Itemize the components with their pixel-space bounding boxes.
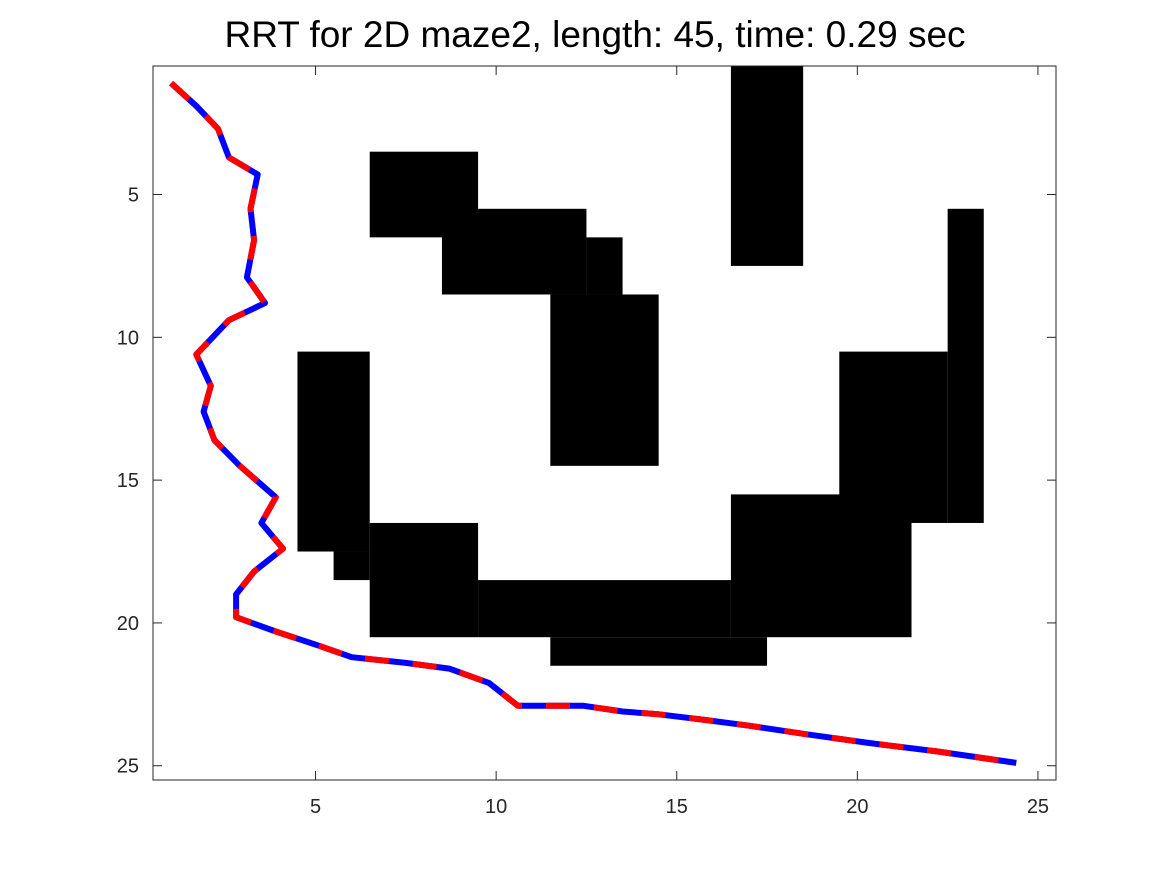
y-tick-label: 25 bbox=[117, 756, 139, 778]
x-tick-label: 15 bbox=[666, 796, 688, 818]
y-tick-label: 5 bbox=[128, 185, 139, 207]
x-tick-label: 10 bbox=[485, 796, 507, 818]
axes-frame bbox=[152, 65, 1057, 781]
obstacle-block bbox=[441, 208, 587, 295]
axes-layer: 5 10 15 20 25 5 10 15 20 25 bbox=[117, 65, 1057, 818]
y-tick-label: 15 bbox=[117, 470, 139, 492]
obstacle-block bbox=[586, 237, 623, 295]
x-tick-label: 5 bbox=[310, 796, 321, 818]
obstacle-block bbox=[369, 522, 479, 638]
obstacle-block bbox=[297, 351, 370, 552]
obstacle-block bbox=[947, 208, 984, 523]
chart-title: RRT for 2D maze2, length: 45, time: 0.29… bbox=[224, 14, 966, 55]
y-tick-label: 20 bbox=[117, 613, 139, 635]
obstacles-layer bbox=[297, 66, 984, 666]
x-tick-label: 20 bbox=[846, 796, 868, 818]
y-tick-label: 10 bbox=[117, 327, 139, 349]
path-layer bbox=[169, 80, 1017, 766]
obstacle-block bbox=[550, 294, 659, 466]
obstacle-block bbox=[730, 66, 804, 266]
obstacle-block bbox=[478, 580, 731, 638]
obstacle-block bbox=[333, 551, 370, 581]
obstacle-block bbox=[730, 494, 912, 638]
x-tick-label: 25 bbox=[1027, 796, 1049, 818]
path-line-red-dashes bbox=[169, 80, 1017, 766]
obstacle-block bbox=[550, 637, 768, 666]
